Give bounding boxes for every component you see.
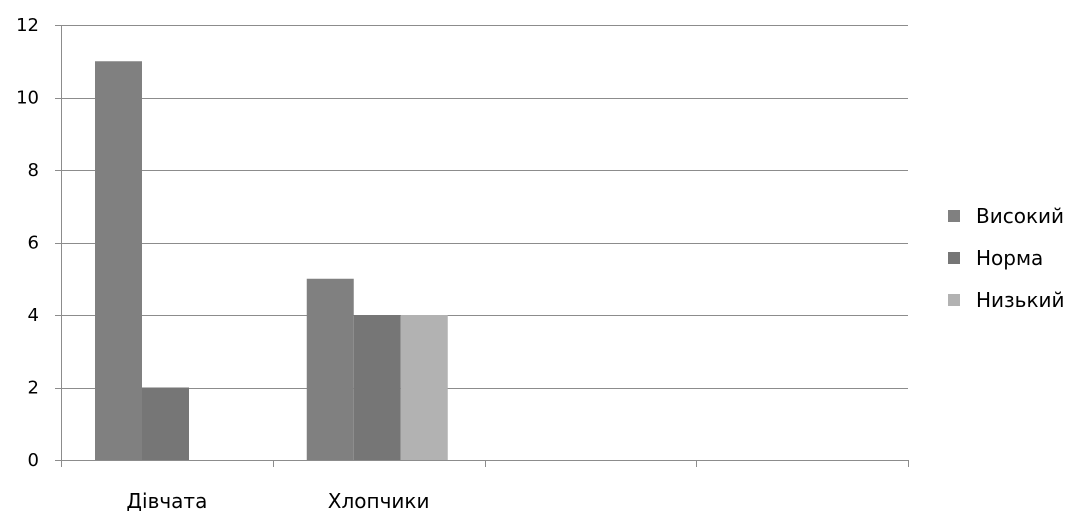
y-tick-label: 8 — [28, 160, 39, 181]
bar-1-0 — [142, 387, 189, 460]
y-tick-label: 10 — [16, 88, 39, 109]
x-category-label: Хлопчики — [328, 489, 430, 511]
legend-label: Низький — [976, 288, 1065, 312]
y-tick-label: 4 — [28, 305, 39, 326]
bar-0-1 — [306, 278, 354, 460]
bar-0-0 — [95, 61, 142, 460]
y-tick-label: 12 — [16, 15, 39, 36]
bar-2-1 — [400, 315, 448, 460]
x-tick-labels: Дівчата Хлопчики — [126, 489, 430, 513]
y-tick-label: 6 — [28, 233, 39, 254]
legend: Високий Норма Низький — [948, 204, 1065, 312]
legend-label: Норма — [976, 246, 1043, 270]
bars — [95, 61, 448, 460]
legend-swatch — [948, 252, 960, 264]
y-tick-label: 2 — [28, 378, 39, 399]
legend-swatch — [948, 210, 960, 222]
legend-swatch — [948, 294, 960, 306]
bar-1-1 — [353, 315, 401, 460]
x-category-label: Дівчата — [126, 489, 207, 511]
gridlines — [55, 25, 908, 389]
legend-label: Високий — [976, 204, 1064, 228]
y-tick-label: 0 — [28, 450, 39, 471]
axes — [55, 25, 909, 467]
y-tick-labels: 0 2 4 6 8 10 12 — [16, 15, 39, 471]
